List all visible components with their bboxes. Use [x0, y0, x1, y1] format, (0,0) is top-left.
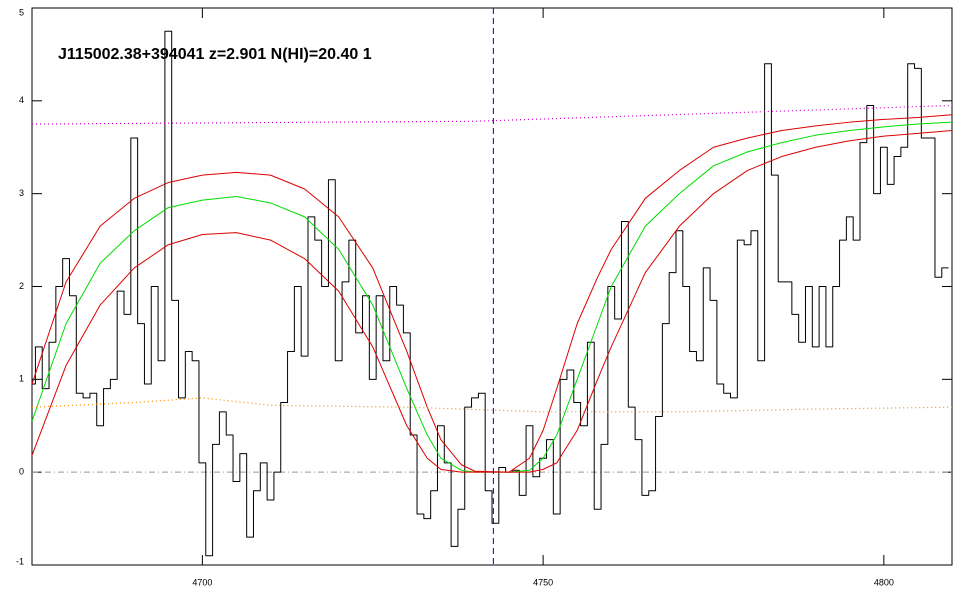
x-tick-label: 4700 [192, 577, 212, 587]
chart-title: J115002.38+394041 z=2.901 N(HI)=20.40 1 [58, 46, 372, 63]
y-tick-label: 3 [19, 188, 24, 198]
data-line [31, 130, 953, 473]
y-tick-label: -1 [16, 556, 24, 566]
y-tick-label: 2 [19, 281, 24, 291]
y-tick-label: 0 [19, 467, 24, 477]
x-tick-label: 4750 [533, 577, 553, 587]
y-tick-label: 4 [19, 95, 24, 105]
y-tick-label: 5 [19, 7, 24, 17]
data-line [32, 30, 949, 557]
x-tick-label: 4800 [874, 577, 894, 587]
y-tick-label: 1 [19, 374, 24, 384]
